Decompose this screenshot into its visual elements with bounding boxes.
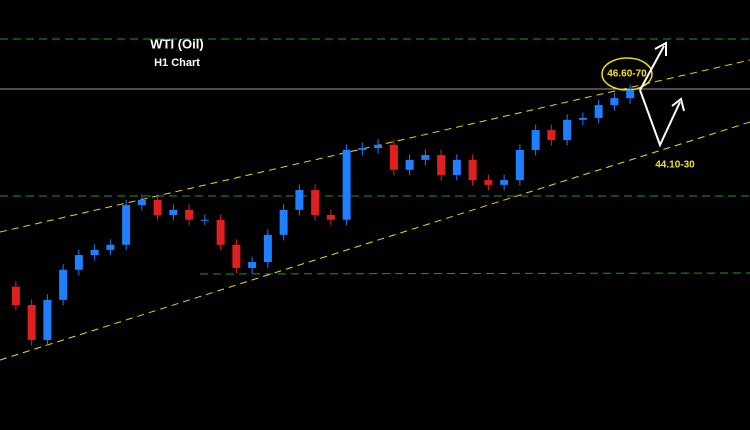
candle-body <box>405 159 414 170</box>
candle-body <box>11 286 20 306</box>
candle-body <box>232 244 241 268</box>
candle-body <box>279 209 288 235</box>
chart-subtitle: H1 Chart <box>154 57 200 69</box>
candle-body <box>358 148 367 150</box>
candle-body <box>468 159 477 181</box>
guides <box>0 38 750 361</box>
candle-body <box>452 159 461 175</box>
candle-body <box>200 219 209 221</box>
candle-body <box>342 149 351 220</box>
trend-line <box>0 121 750 361</box>
candle-body <box>295 190 304 210</box>
candle-body <box>248 262 257 268</box>
arrow-up <box>639 41 667 91</box>
candle-body <box>137 199 146 206</box>
candle-body <box>389 144 398 170</box>
annotation: 44.10-30 <box>655 160 695 171</box>
candle-body <box>610 98 619 106</box>
candle-body <box>626 90 635 99</box>
annotation: 46.60-70 <box>607 69 647 80</box>
candle-body <box>74 255 83 270</box>
candle-body <box>263 234 272 263</box>
highlight-ellipse <box>601 57 653 91</box>
candle-body <box>216 219 225 245</box>
candle-body <box>547 130 556 141</box>
candle-body <box>90 249 99 256</box>
candle-body <box>27 305 36 340</box>
candle-body <box>185 209 194 220</box>
chart-title: WTI (Oil) <box>150 36 203 51</box>
level-line <box>199 272 750 275</box>
candle-body <box>421 155 430 160</box>
candle-body <box>153 199 162 215</box>
candle-body <box>311 190 320 215</box>
candle-body <box>59 269 68 300</box>
candle-body <box>578 117 587 120</box>
candle-body <box>43 299 52 340</box>
candle-body <box>563 119 572 141</box>
candle-body <box>169 209 178 215</box>
candles <box>11 84 635 346</box>
candle-body <box>374 144 383 149</box>
candle-body <box>594 105 603 118</box>
candle-body <box>326 215 335 220</box>
candle-body <box>500 180 509 185</box>
candle-body <box>122 205 131 245</box>
candle-body <box>531 130 540 150</box>
candle-body <box>106 244 115 250</box>
candle-body <box>437 155 446 175</box>
candle-body <box>484 180 493 185</box>
candle-body <box>515 149 524 181</box>
arrow-down-up <box>639 89 685 148</box>
